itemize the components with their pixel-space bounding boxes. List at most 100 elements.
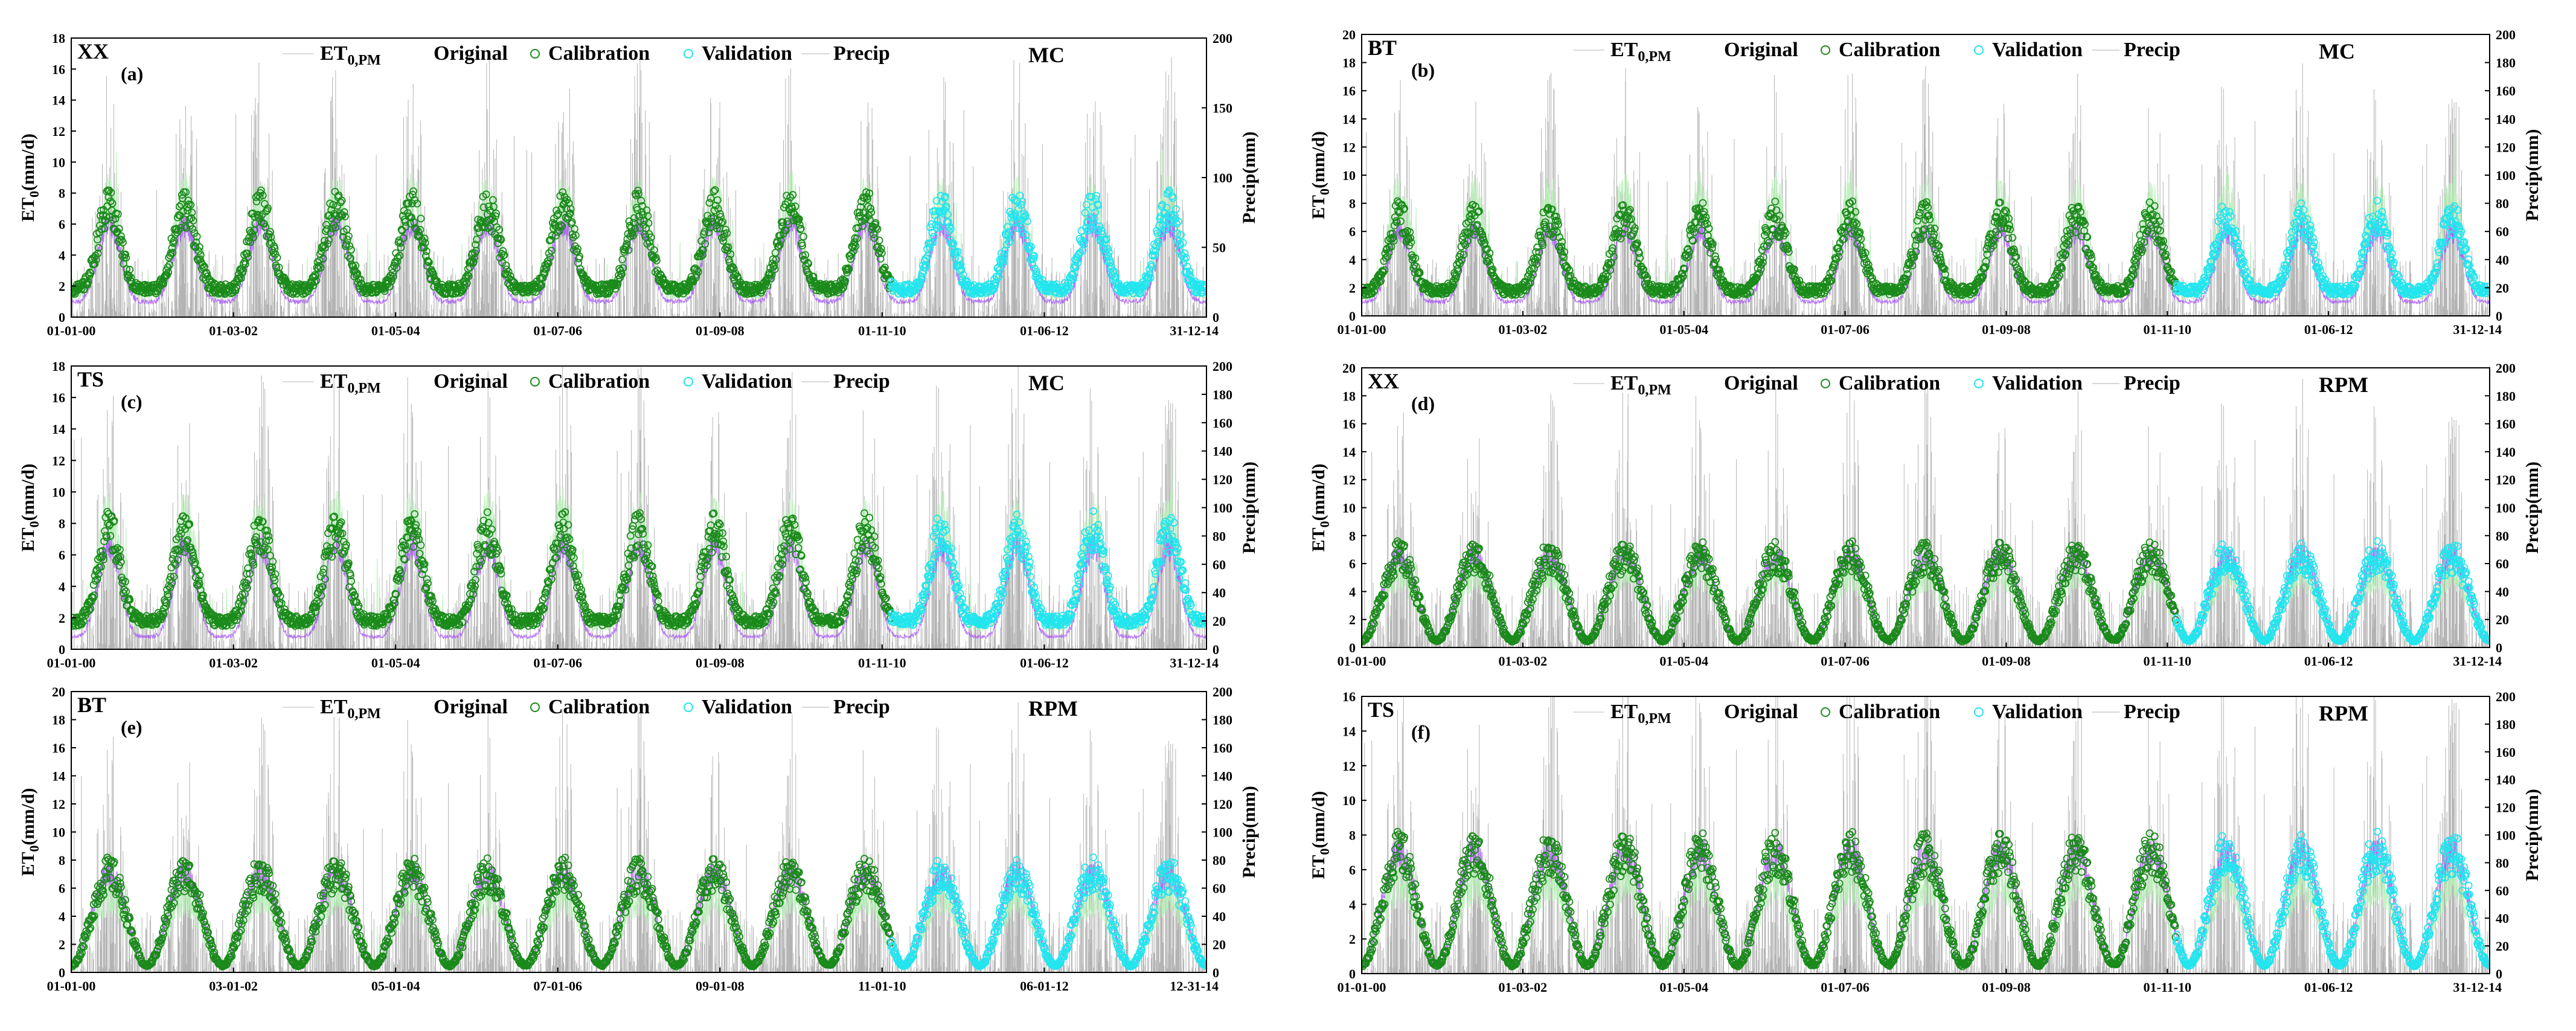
y-tick-label-left: 12 [52,124,65,139]
panel-c: 0246810121416180204060801001201401601802… [18,359,1259,670]
legend-swatch-calibration [531,50,539,58]
legend-label-calibration: Calibration [548,370,650,393]
y-tick-label-right: 180 [1213,713,1232,728]
y-tick-label-right: 200 [2496,689,2516,704]
legend-swatch-validation [1975,708,1983,716]
y-tick-label-left: 2 [1349,612,1356,628]
y-tick-label-left: 14 [52,769,65,784]
y-tick-label-right: 180 [2496,717,2516,732]
y-tick-label-right: 180 [2496,56,2516,71]
y-tick-label-right: 160 [2496,83,2516,98]
x-tick-label: 01-11-10 [858,323,906,338]
y-tick-label-left: 16 [1342,83,1356,98]
y-tick-label-right: 160 [2496,417,2516,432]
x-tick-label: 01-09-08 [696,655,745,670]
y-tick-label-right: 80 [1213,528,1226,544]
y-tick-label-left: 10 [52,155,65,170]
y-tick-label-right: 180 [2496,388,2516,403]
x-tick-label: 01-06-12 [2304,980,2353,995]
x-tick-label: 01-11-10 [2144,980,2191,995]
x-tick-label: 12-31-14 [1170,978,1219,994]
x-tick-label: 01-11-10 [2144,322,2191,337]
panel-e: 0246810121416182002040608010012014016018… [18,684,1259,994]
y-tick-label-right: 100 [2496,501,2516,516]
y-tick-label-left: 14 [1342,724,1356,739]
y-tick-label-left: 10 [1342,501,1356,516]
y-tick-label-right: 20 [1213,937,1226,952]
y-tick-label-right: 140 [2496,112,2516,127]
legend-label-validation: Validation [702,370,792,393]
y-tick-label-right: 120 [1213,472,1232,487]
y-tick-label-right: 100 [1213,170,1232,185]
legend-swatch-validation [1975,46,1983,54]
x-tick-label: 07-01-06 [533,978,582,994]
legend-swatch-calibration [531,377,539,386]
plot-area [68,702,1210,972]
method-label: RPM [2319,701,2368,725]
x-tick-label: 01-11-10 [858,655,906,670]
x-tick-label: 06-01-12 [1020,978,1069,994]
x-tick-label: 01-01-00 [1338,322,1386,337]
legend-label-calibration: Calibration [548,42,650,65]
legend-label-precip: Precip [2124,701,2180,723]
y-tick-label-right: 80 [1213,853,1226,868]
y-tick-label-right: 60 [2496,224,2509,239]
y-tick-label-right: 150 [1213,101,1232,116]
y-tick-label-left: 20 [52,684,65,699]
y-tick-label-right: 120 [2496,472,2516,487]
legend-label-precip: Precip [833,42,890,65]
y-tick-label-right: 140 [2496,772,2516,788]
y-tick-label-right: 20 [2496,612,2509,628]
legend-label-et0pm: ET0,PM [1610,39,1671,65]
y-tick-label-left: 8 [59,186,65,201]
y-tick-label-left: 8 [1349,528,1356,544]
x-tick-label: 01-06-12 [2304,654,2353,669]
panel-letter: (b) [1411,59,1435,81]
legend-label-original: Original [434,42,508,65]
y-tick-label-left: 20 [1342,27,1356,42]
y-tick-label-left: 14 [1342,445,1356,460]
station-label: BT [77,693,106,717]
legend-label-calibration: Calibration [1839,701,1940,723]
legend-label-precip: Precip [833,370,890,393]
legend-swatch-calibration [1821,379,1830,388]
x-tick-label: 01-07-06 [1821,980,1870,995]
y-tick-label-right: 40 [1213,909,1226,924]
y-tick-label-left: 18 [52,31,65,46]
y-tick-label-left: 6 [1349,224,1356,239]
x-tick-label: 31-12-14 [2453,654,2502,669]
y-tick-label-right: 140 [1213,769,1232,784]
y-tick-label-right: 140 [2496,445,2516,460]
legend-swatch-validation [684,703,693,711]
x-tick-label: 01-06-12 [1020,655,1069,670]
y-tick-label-right: 100 [2496,168,2516,183]
y-tick-label-right: 40 [1213,585,1226,600]
x-tick-label: 01-07-06 [1821,322,1870,337]
y-tick-label-right: 60 [2496,883,2509,898]
y-axis-title-left: ET0(mm/d) [1309,463,1332,551]
x-tick-label: 01-07-06 [533,323,582,338]
y-tick-label-left: 10 [52,484,65,499]
legend-label-original: Original [1724,372,1798,394]
y-tick-label-left: 8 [1349,828,1356,843]
y-tick-label-left: 4 [59,248,65,263]
method-label: MC [1028,43,1065,67]
x-tick-label: 01-05-04 [371,655,420,670]
y-axis-title-right: Precip(mm) [2522,129,2542,222]
y-tick-label-left: 18 [1342,56,1356,71]
y-tick-label-left: 10 [52,825,65,840]
y-tick-label-left: 8 [59,516,65,532]
y-tick-label-right: 200 [1213,359,1232,374]
x-tick-label: 01-01-00 [1338,980,1386,995]
y-tick-label-right: 160 [2496,745,2516,760]
y-tick-label-right: 100 [2496,828,2516,843]
x-tick-label: 01-09-08 [696,323,745,338]
y-tick-label-right: 40 [2496,911,2509,926]
panel-f: 0246810121416020406080100120140160180200… [1309,654,2542,995]
legend-label-original: Original [1724,701,1798,723]
x-tick-label: 31-12-14 [1170,323,1219,338]
legend: ET0,PM Original Calibration Validation Preci… [283,696,890,722]
x-tick-label: 01-01-00 [1338,654,1386,669]
